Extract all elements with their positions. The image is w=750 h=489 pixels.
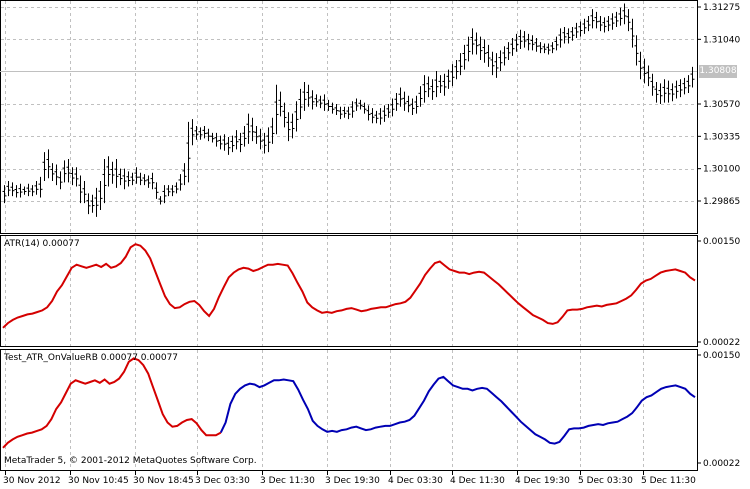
y-tick-label: 1.29865 [703,197,740,207]
atr-line [2,243,696,329]
atr-panel-frame [0,235,698,347]
x-tick-label: 30 Nov 2012 [3,476,61,486]
x-tick-label: 5 Dec 11:30 [641,476,696,486]
test-line-red [2,357,222,449]
x-axis-labels: 30 Nov 2012 30 Nov 10:45 30 Nov 18:45 3 Dec… [3,471,696,486]
y-tick-label: 0.00150 [703,351,740,361]
y-tick-label: 1.30100 [703,165,740,175]
copyright-text: MetaTrader 5, © 2001-2012 MetaQuotes Sof… [4,456,257,466]
y-tick-label: 1.30335 [703,132,740,142]
x-tick-label: 4 Dec 19:30 [515,476,570,486]
price-bars [2,3,695,217]
x-tick-label: 4 Dec 11:30 [450,476,505,486]
y-tick-label: 0.00022 [703,459,740,469]
x-tick-label: 5 Dec 03:30 [578,476,633,486]
atr-series [2,243,696,329]
test-panel-frame [0,349,698,471]
x-tick-label: 3 Dec 03:30 [195,476,250,486]
y-tick-label: 0.00150 [703,237,740,247]
x-tick-label: 30 Nov 18:45 [133,476,194,486]
y-tick-label: 1.31040 [703,35,740,45]
main-panel-frame [0,0,698,234]
test-atr-series [2,357,696,449]
atr-panel-title: ATR(14) 0.00077 [4,239,80,249]
y-tick-label: 1.31275 [703,3,740,13]
x-tick-label: 3 Dec 11:30 [260,476,315,486]
y-axis-labels: 1.31275 1.31040 1.30570 1.30335 1.30100 1.298… [697,3,740,469]
x-tick-label: 3 Dec 19:30 [325,476,380,486]
current-price-label: 1.30808 [699,65,737,78]
y-tick-label: 1.30570 [703,100,740,110]
test-line-blue [219,375,696,445]
x-tick-label: 30 Nov 10:45 [68,476,129,486]
test-panel-title: Test_ATR_OnValueRB 0.00077 0.00077 [3,353,178,363]
x-tick-label: 4 Dec 03:30 [388,476,443,486]
y-tick-label: 0.00022 [703,338,740,348]
